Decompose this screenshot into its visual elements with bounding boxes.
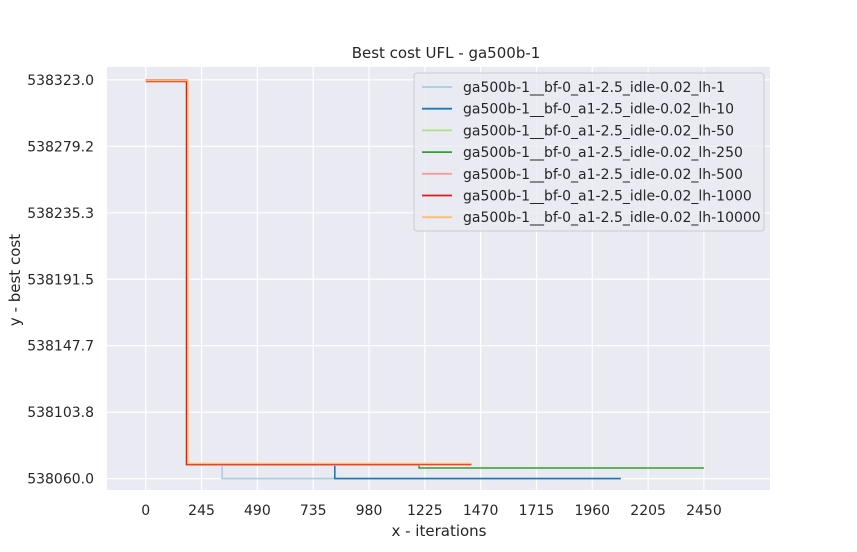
x-tick-labels: 0 245 490 735 980 1225 1470 1715 1960 2205 2450 — [141, 503, 721, 519]
x-axis-label: x - iterations — [391, 522, 486, 540]
series-lines — [145, 79, 704, 480]
legend: ga500b-1__bf-0_a1-2.5_idle-0.02_lh-1 ga50… — [413, 72, 765, 232]
x-tick-label: 735 — [300, 503, 327, 519]
legend-label: ga500b-1__bf-0_a1-2.5_idle-0.02_lh-10000 — [463, 210, 761, 226]
y-tick-label: 538323.0 — [27, 73, 94, 89]
legend-label: ga500b-1__bf-0_a1-2.5_idle-0.02_lh-1000 — [463, 189, 752, 205]
y-tick-label: 538279.2 — [27, 139, 94, 155]
series-line-7 — [145, 79, 472, 465]
y-tick-label: 538235.3 — [27, 206, 94, 222]
y-tick-label: 538147.7 — [27, 339, 94, 355]
legend-label: ga500b-1__bf-0_a1-2.5_idle-0.02_lh-1 — [463, 80, 725, 96]
legend-label: ga500b-1__bf-0_a1-2.5_idle-0.02_lh-500 — [463, 167, 743, 183]
x-tick-label: 1470 — [463, 503, 499, 519]
legend-label: ga500b-1__bf-0_a1-2.5_idle-0.02_lh-250 — [463, 145, 743, 161]
legend-label: ga500b-1__bf-0_a1-2.5_idle-0.02_lh-10 — [463, 102, 734, 118]
x-tick-label: 1960 — [574, 503, 610, 519]
y-axis-label: y - best cost — [6, 234, 24, 326]
x-tick-label: 2205 — [630, 503, 666, 519]
y-tick-label: 538060.0 — [27, 472, 94, 488]
x-tick-label: 980 — [356, 503, 383, 519]
x-tick-label: 490 — [244, 503, 271, 519]
y-tick-labels: 538060.0 538103.8 538147.7 538191.5 538235.3… — [27, 73, 94, 488]
x-tick-label: 0 — [141, 503, 150, 519]
x-tick-label: 245 — [188, 503, 215, 519]
y-tick-label: 538103.8 — [27, 405, 94, 421]
legend-box — [413, 72, 765, 232]
legend-label: ga500b-1__bf-0_a1-2.5_idle-0.02_lh-50 — [463, 123, 734, 139]
chart-title: Best cost UFL - ga500b-1 — [352, 44, 541, 62]
x-tick-label: 1715 — [519, 503, 555, 519]
x-tick-label: 1225 — [407, 503, 443, 519]
x-tick-label: 2450 — [686, 503, 722, 519]
y-tick-label: 538191.5 — [27, 272, 94, 288]
